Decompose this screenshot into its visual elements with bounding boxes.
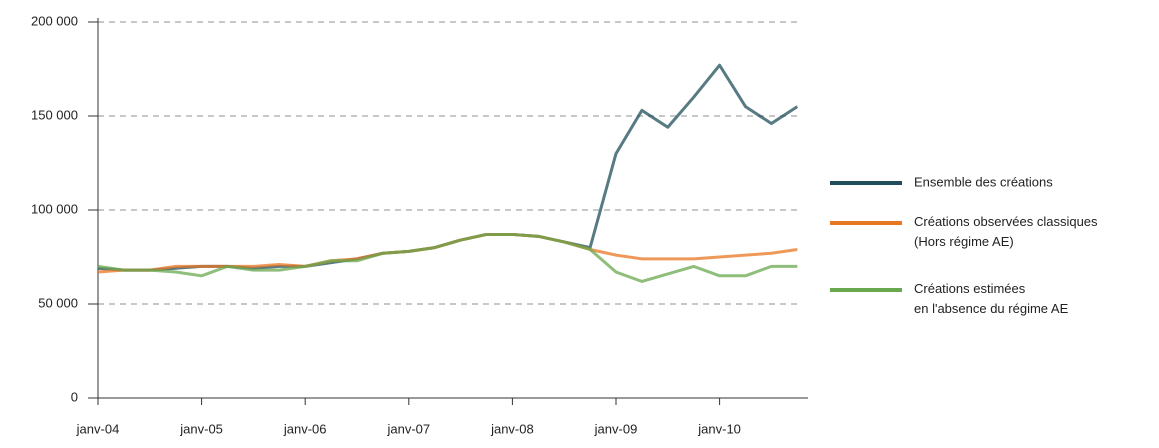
x-tick-label: janv-05 bbox=[179, 421, 223, 436]
series-line bbox=[97, 232, 798, 283]
x-tick-label: janv-04 bbox=[76, 421, 120, 436]
x-tick-label: janv-08 bbox=[490, 421, 534, 436]
legend-line: Créations observées classiques bbox=[914, 214, 1098, 229]
y-tick-label: 0 bbox=[71, 389, 78, 404]
legend-label: Ensemble des créations bbox=[914, 174, 1053, 189]
y-tick-label: 50 000 bbox=[38, 295, 78, 310]
x-tick-label: janv-09 bbox=[594, 421, 638, 436]
series-line bbox=[97, 63, 799, 272]
legend-line: (Hors régime AE) bbox=[914, 234, 1014, 249]
y-tick-label: 150 000 bbox=[31, 107, 78, 122]
x-tick-label: janv-06 bbox=[283, 421, 327, 436]
legend-label: Créations estimées en l'absence du régime… bbox=[914, 281, 1069, 316]
y-tick-label: 100 000 bbox=[31, 201, 78, 216]
legend-label: Créations observées classiques (Hors régi… bbox=[914, 214, 1098, 249]
y-tick-label: 200 000 bbox=[31, 13, 78, 28]
legend-line: en l'absence du régime AE bbox=[914, 301, 1069, 316]
x-tick-label: janv-10 bbox=[697, 421, 741, 436]
legend-line: Créations estimées bbox=[914, 281, 1026, 296]
x-tick-label: janv-07 bbox=[386, 421, 430, 436]
